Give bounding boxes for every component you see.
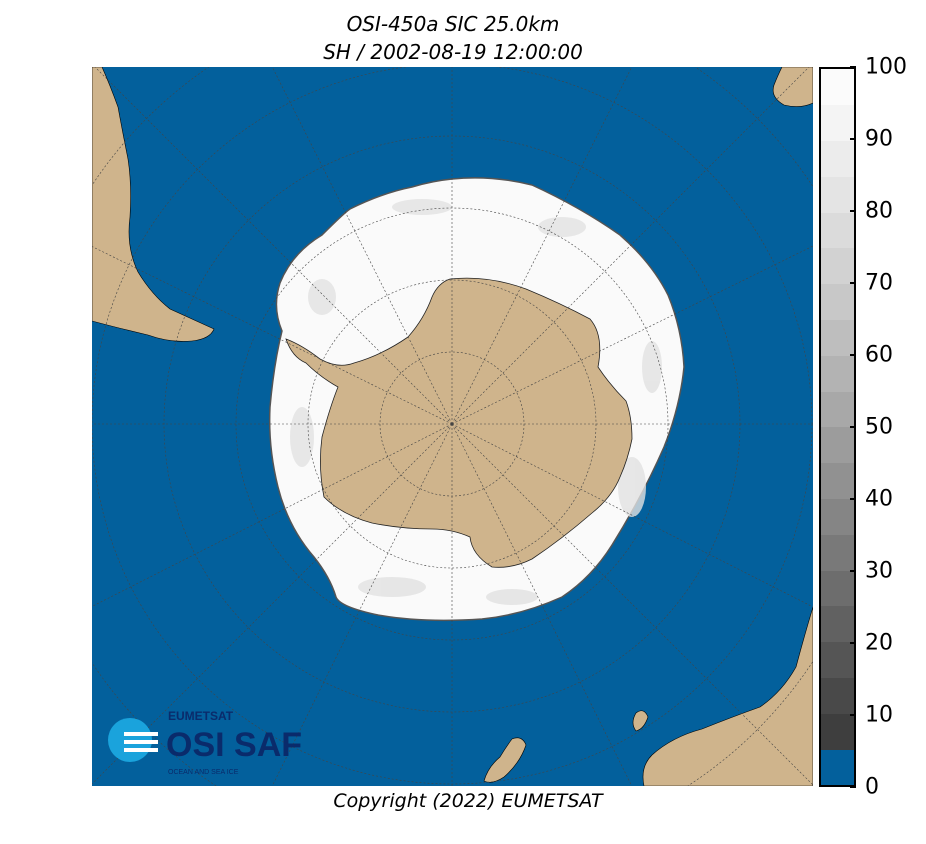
new-zealand-land	[483, 737, 527, 783]
colorbar-segment	[821, 462, 854, 500]
colorbar-segment	[821, 570, 854, 607]
colorbar-tick-mark	[850, 714, 856, 716]
colorbar-tick-label: 100	[865, 54, 907, 80]
colorbar-segment	[821, 176, 854, 213]
colorbar-tick-label: 30	[865, 558, 893, 584]
colorbar-segment	[821, 355, 854, 392]
map-title: OSI-450a SIC 25.0km	[346, 12, 560, 36]
colorbar-tick-mark	[850, 786, 856, 788]
colorbar-segment	[821, 391, 854, 428]
logo-product: OSI SAF	[166, 726, 302, 764]
colorbar-tick-mark	[850, 498, 856, 500]
colorbar-tick-label: 50	[865, 414, 893, 440]
graticule	[92, 67, 813, 786]
colorbar-segment	[821, 498, 854, 535]
map-subtitle: SH / 2002-08-19 12:00:00	[323, 40, 583, 64]
colorbar-segment	[821, 606, 854, 643]
logo-brand: EUMETSAT	[168, 709, 234, 723]
antarctica-land	[285, 277, 633, 568]
sea-ice-map	[92, 67, 813, 786]
australia-land	[642, 606, 813, 786]
colorbar-segment	[821, 713, 854, 750]
colorbar-tick-mark	[850, 282, 856, 284]
colorbar-tick-label: 10	[865, 702, 893, 728]
colorbar-tick-label: 60	[865, 342, 893, 368]
colorbar-segment	[821, 212, 854, 249]
colorbar-tick-mark	[850, 210, 856, 212]
colorbar	[819, 67, 856, 787]
colorbar-tick-mark	[850, 138, 856, 140]
logo-swirl-icon	[108, 718, 158, 762]
colorbar-segment	[821, 677, 854, 714]
colorbar-tick-label: 70	[865, 270, 893, 296]
colorbar-segment	[821, 534, 854, 571]
colorbar-tick-mark	[850, 426, 856, 428]
colorbar-tick-mark	[850, 66, 856, 68]
colorbar-tick-label: 0	[865, 774, 879, 800]
colorbar-tick-mark	[850, 354, 856, 356]
colorbar-tick-label: 90	[865, 126, 893, 152]
colorbar-tick-mark	[850, 642, 856, 644]
colorbar-segment	[821, 104, 854, 142]
colorbar-tick-label: 20	[865, 630, 893, 656]
colorbar-tick-label: 80	[865, 198, 893, 224]
colorbar-segment	[821, 319, 854, 356]
south-america-land	[92, 67, 215, 342]
africa-land	[772, 67, 813, 107]
colorbar-segment-open-water	[821, 749, 854, 785]
osi-saf-logo: EUMETSAT OSI SAF OCEAN AND SEA ICE	[108, 709, 302, 776]
colorbar-segment	[821, 283, 854, 321]
colorbar-tick-mark	[850, 570, 856, 572]
colorbar-segment	[821, 69, 854, 106]
colorbar-tick-label: 40	[865, 486, 893, 512]
colorbar-segment	[821, 248, 854, 285]
colorbar-segment	[821, 427, 854, 464]
logo-tagline: OCEAN AND SEA ICE	[168, 769, 239, 776]
colorbar-segment	[821, 140, 854, 177]
copyright-text: Copyright (2022) EUMETSAT	[333, 790, 603, 812]
colorbar-segment	[821, 641, 854, 679]
